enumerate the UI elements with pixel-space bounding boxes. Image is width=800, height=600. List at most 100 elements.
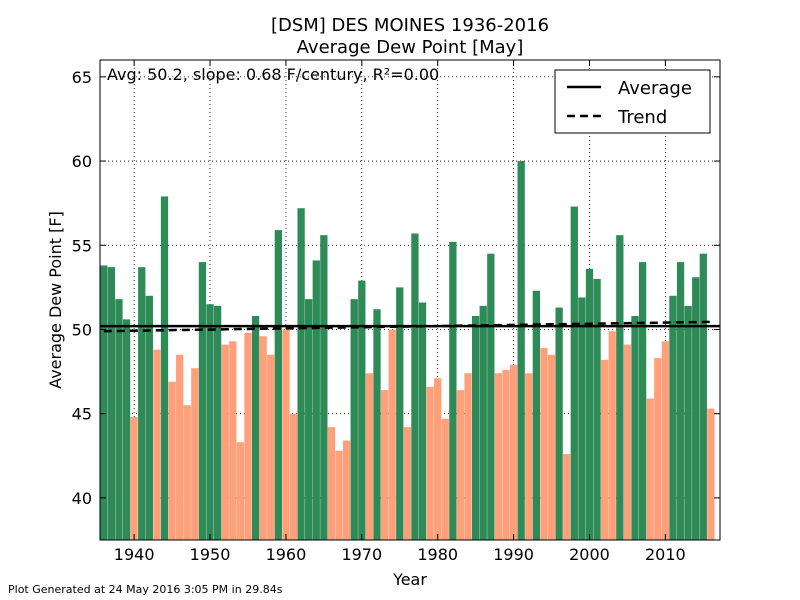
bar-1950 [206, 304, 214, 540]
bar-1988 [494, 373, 503, 540]
chart-title: [DSM] DES MOINES 1936-2016 [271, 15, 549, 36]
bar-2009 [654, 358, 662, 540]
bar-2007 [638, 262, 647, 540]
bar-1952 [221, 344, 229, 540]
x-tick-label: 1970 [341, 545, 382, 564]
trend-line [103, 320, 711, 333]
bar-1971 [365, 373, 374, 540]
bar-2000 [585, 268, 594, 540]
y-axis-label: Average Dew Point [F] [46, 211, 65, 389]
bar-1985 [472, 316, 480, 540]
bar-1942 [145, 295, 153, 540]
bar-1939 [122, 319, 131, 540]
x-tick-label: 1940 [114, 545, 155, 564]
x-tick-label: 2000 [569, 545, 610, 564]
stats-annotation: Avg: 50.2, slope: 0.68 F/century, R²=0.0… [107, 65, 439, 84]
x-tick-label: 1980 [417, 545, 458, 564]
bar-1996 [555, 307, 563, 540]
bar-1949 [198, 262, 207, 540]
bar-2014 [692, 277, 700, 540]
y-tick-label: 60 [72, 152, 92, 171]
bar-1980 [434, 378, 442, 540]
bar-1976 [403, 427, 411, 540]
bar-2016 [707, 408, 715, 540]
bar-2006 [631, 316, 639, 540]
bar-1963 [305, 299, 313, 540]
bar-1943 [153, 349, 161, 540]
plot-generated-footer: Plot Generated at 24 May 2016 3:05 PM in… [8, 583, 283, 596]
bar-1965 [320, 235, 328, 540]
bar-1993 [532, 290, 540, 540]
bar-1964 [312, 260, 320, 540]
x-tick-label: 2010 [645, 545, 686, 564]
bar-1975 [396, 287, 404, 540]
bar-1981 [441, 418, 449, 540]
bar-1954 [236, 442, 245, 540]
bar-1960 [282, 329, 290, 540]
bar-1987 [487, 253, 495, 540]
bar-1977 [411, 233, 419, 540]
bar-1992 [525, 373, 533, 540]
bar-1978 [418, 302, 427, 540]
bar-2003 [608, 331, 616, 540]
x-tick-label: 1990 [493, 545, 534, 564]
bar-2005 [623, 344, 632, 540]
bar-1941 [138, 267, 146, 540]
legend-box [554, 69, 711, 134]
bar-1972 [373, 309, 381, 540]
bar-1982 [449, 241, 457, 541]
bar-1951 [213, 305, 222, 540]
bar-1938 [115, 299, 123, 540]
bar-1966 [327, 427, 336, 540]
bar-2012 [676, 262, 685, 540]
y-tick-label: 45 [72, 405, 92, 424]
bar-2002 [601, 359, 609, 540]
bar-1953 [229, 341, 237, 540]
x-tick-label: 1950 [190, 545, 231, 564]
bar-1991 [517, 161, 525, 541]
bar-1947 [183, 405, 191, 540]
bar-1970 [358, 280, 366, 540]
bar-1946 [176, 354, 184, 540]
bar-2011 [669, 295, 677, 540]
bar-1945 [168, 381, 176, 540]
bar-1979 [426, 386, 434, 540]
bar-1998 [570, 206, 578, 541]
y-tick-label: 65 [72, 68, 92, 87]
bar-1956 [251, 316, 260, 540]
bar-2008 [646, 398, 654, 540]
bar-1962 [297, 208, 305, 541]
x-tick-label: 1960 [266, 545, 307, 564]
bar-1990 [509, 364, 518, 540]
bar-1999 [578, 297, 586, 540]
bar-2001 [593, 278, 601, 540]
bar-1936 [100, 265, 108, 540]
bar-1948 [191, 368, 199, 540]
bar-1986 [479, 305, 487, 540]
bar-1955 [244, 332, 252, 540]
bar-2015 [699, 253, 707, 540]
bar-1959 [274, 230, 282, 540]
y-tick-label: 50 [72, 320, 92, 339]
chart-subtitle: Average Dew Point [May] [297, 37, 524, 58]
bar-1944 [160, 196, 169, 540]
bar-1974 [388, 329, 396, 540]
y-tick-label: 55 [72, 236, 92, 255]
bar-1967 [335, 450, 343, 540]
legend-label-average: Average [618, 78, 692, 99]
bar-2013 [684, 305, 692, 540]
bar-1997 [563, 454, 571, 540]
axes-frame [99, 59, 721, 541]
bar-1937 [107, 267, 116, 540]
bar-1940 [130, 417, 138, 540]
bar-1958 [267, 354, 275, 540]
bar-1984 [464, 373, 472, 540]
bar-1983 [456, 390, 465, 540]
bar-2004 [616, 235, 624, 540]
bar-1961 [289, 413, 298, 540]
bar-1994 [540, 348, 548, 540]
bar-1969 [350, 299, 358, 540]
bar-1957 [259, 336, 267, 540]
bar-1973 [380, 390, 389, 540]
